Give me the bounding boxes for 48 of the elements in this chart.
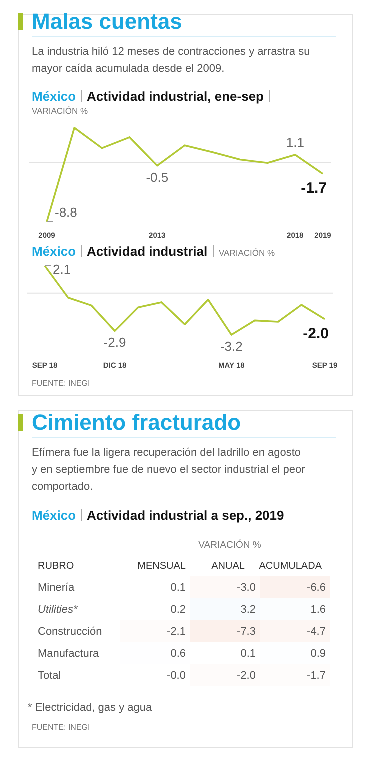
text: Actividad industrial, ene-sep: [87, 89, 264, 104]
y-axis-title: VARIACIÓN %: [219, 248, 276, 258]
data-label: 0.1: [170, 582, 186, 594]
data-label: 2.1: [53, 262, 72, 277]
data-label: -2.1: [167, 626, 186, 638]
x-axis-title: VARIACIÓN %: [198, 539, 262, 551]
data-label: -2.9: [104, 335, 126, 350]
chart-title: Malas cuentas: [32, 9, 182, 34]
data-label: -3.0: [237, 582, 256, 594]
y-tick-label: Construcción: [38, 626, 102, 638]
data-label: -6.6: [307, 582, 326, 594]
text: México: [32, 244, 76, 259]
x-tick-label: ACUMULADA: [259, 561, 322, 572]
chart-title: Cimiento fracturado: [32, 410, 242, 435]
x-tick-label: MENSUAL: [138, 561, 186, 572]
text: México: [32, 508, 76, 523]
data-label: -0.0: [167, 670, 186, 682]
y-tick-label: Utilities*: [38, 604, 78, 616]
chart-title: Actividad industrial: [87, 244, 208, 259]
data-label: -3.2: [220, 339, 243, 354]
data-label: -2.0: [237, 670, 256, 682]
data-label: -1.7: [301, 180, 327, 197]
data-label: 0.2: [170, 604, 186, 616]
data-label: -2.0: [303, 325, 329, 342]
y-axis-title: RUBRO: [38, 561, 74, 572]
x-tick-label: ANUAL: [212, 561, 246, 572]
data-label: -1.7: [307, 670, 326, 682]
y-tick-label: Total: [38, 670, 62, 682]
data-label: -4.7: [307, 626, 326, 638]
data-label: -0.5: [146, 170, 169, 185]
source-note: FUENTE: INEGI: [32, 723, 90, 732]
data-label: 0.6: [170, 648, 186, 660]
chart-subtitle: Efímera fue la ligera recuperación del ladrillo en agosto y en septiembre fue de nuevo el sector industrial el peor comportado.: [32, 447, 306, 493]
text: México: [32, 89, 76, 104]
data-label: 3.2: [240, 604, 256, 616]
y-tick-label: Manufactura: [38, 648, 100, 660]
source-note: FUENTE: INEGI: [32, 379, 90, 388]
chart-subtitle: La industria hiló 12 meses de contracciones y arrastra su mayor caída acumulada desde el 2009.: [32, 46, 310, 75]
data-label: 1.6: [310, 604, 326, 616]
text: * Electricidad, gas y agua: [28, 702, 154, 714]
y-axis-title: VARIACIÓN %: [32, 106, 88, 116]
data-label: -7.3: [237, 626, 256, 638]
data-label: -8.8: [55, 205, 78, 220]
y-tick-label: Minería: [38, 582, 76, 594]
data-label: 0.1: [240, 648, 256, 660]
text: Actividad industrial a sep., 2019: [87, 508, 284, 523]
data-label: 0.9: [310, 648, 326, 660]
data-label: 1.1: [286, 135, 304, 150]
